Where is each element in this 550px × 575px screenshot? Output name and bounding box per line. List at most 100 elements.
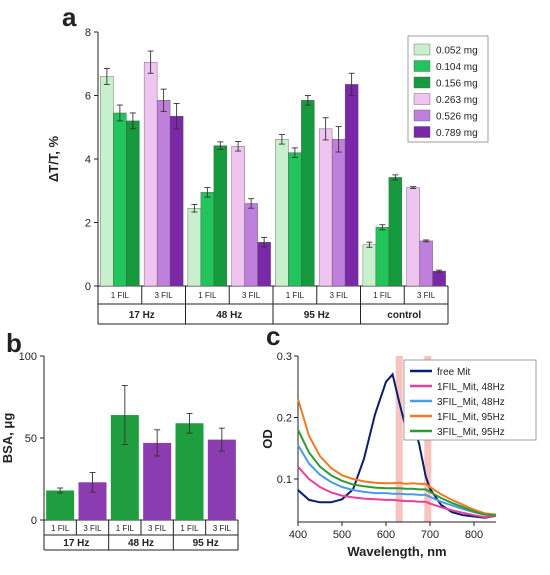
b-subgroup-label: 3 FIL [213,524,232,533]
panel-label-b: b [6,328,22,358]
c-y-axis-label: OD [260,429,275,449]
c-legend-label: 1FIL_Mit, 95Hz [437,412,505,423]
a-bar [169,115,184,287]
a-legend-label: 0.789 mg [436,128,478,139]
a-y-tick-label: 6 [85,91,91,103]
a-legend-swatch [413,43,431,56]
a-group-label: 17 Hz [129,310,155,321]
a-bar [126,120,140,287]
a-legend-swatch [413,76,431,89]
chart-c: 0.1 0.2 0.3 400 500 600 700 800 Wavelength, nm OD… [260,351,537,559]
a-subgroup-label: 3 FIL [242,291,261,300]
a-subgroup-label: 3 FIL [155,291,174,300]
c-legend-label: 3FIL_Mit, 95Hz [437,427,505,438]
a-bar [187,208,202,287]
a-group-label: 95 Hz [304,310,330,321]
a-y-axis-label: ΔT/T, % [46,135,61,182]
a-bar [288,152,302,287]
c-series-line [297,372,497,519]
a-bar [331,139,346,287]
a-bar [375,227,390,287]
a-y-tick-label: 0 [85,281,91,293]
a-subgroup-label: 1 FIL [286,291,305,300]
a-bar [231,146,245,287]
a-group-label: 48 Hz [216,310,242,321]
a-bar [244,203,258,287]
b-group-label: 17 Hz [63,538,89,549]
c-legend-label: free Mit [437,367,471,378]
a-legend-swatch [413,126,431,138]
c-series-line [297,444,496,516]
a-category-table [97,286,449,325]
a-bar [275,139,289,287]
c-x-tick-label: 400 [289,529,307,541]
b-bar [175,423,204,520]
a-bar [419,240,433,287]
c-x-tick-label: 700 [421,529,439,541]
a-bar [143,61,158,287]
c-series-line [297,429,497,517]
a-legend-label: 0.104 mg [436,62,478,73]
c-legend-label: 1FIL_Mit, 48Hz [437,382,505,393]
c-series-line [297,398,497,516]
b-subgroup-label: 1 FIL [180,524,199,533]
b-bar [207,439,236,520]
a-legend-label: 0.156 mg [436,79,478,90]
b-category-table [43,520,239,551]
c-series-line [297,466,497,519]
b-group-label: 95 Hz [193,538,219,549]
c-legend: free Mit 1FIL_Mit, 48Hz 3FIL_Mit, 48Hz 1FIL… [403,359,537,441]
b-y-axis-label: BSA, μg [0,413,15,464]
c-x-axis-label: Wavelength, nm [347,544,446,559]
b-subgroup-label: 3 FIL [83,524,102,533]
a-group-label: control [387,310,421,321]
a-bar [432,270,446,287]
b-subgroup-label: 3 FIL [148,524,167,533]
a-bar [200,192,215,287]
b-group-label: 48 Hz [128,538,154,549]
a-bar [156,100,171,287]
a-y-tick-label: 4 [85,154,91,166]
c-y-tick-label: 0.1 [277,474,292,486]
b-subgroup-label: 1 FIL [116,524,135,533]
c-y-tick-label: 0.3 [277,351,292,363]
a-y-tick-label: 2 [85,218,91,230]
b-y-tick-label: 50 [25,433,37,445]
a-legend: 0.052 mg 0.104 mg 0.156 mg 0.263 mg 0.526 mg… [407,35,489,143]
b-y-tick-label: 0 [31,515,37,527]
a-bar [213,145,228,287]
c-x-tick-label: 500 [333,529,351,541]
b-y-tick-label: 100 [19,351,37,363]
a-y-tick-label: 8 [85,27,91,39]
a-bar [301,100,315,287]
a-legend-swatch [413,109,431,122]
a-legend-label: 0.052 mg [436,46,478,57]
b-bar [46,490,75,520]
a-subgroup-label: 3 FIL [417,291,436,300]
a-bar [318,128,333,287]
panel-label-a: a [62,2,77,32]
panel-label-c: c [266,321,280,351]
a-subgroup-label: 1 FIL [373,291,392,300]
c-highlight-band [395,356,403,522]
a-legend-swatch [413,60,431,72]
a-bar [100,76,114,287]
a-bar [362,244,377,287]
a-legend-label: 0.526 mg [436,112,478,123]
c-y-tick-label: 0.2 [277,412,292,424]
a-legend-label: 0.263 mg [436,95,478,106]
chart-b: 0 50 100 BSA, μg 1 FIL 3 FIL 17 Hz 1 FIL 3 FIL 48… [0,351,239,551]
a-bar [344,84,359,287]
a-subgroup-label: 1 FIL [111,291,130,300]
chart-a: 0 2 4 6 8 ΔT/T, % 1 FIL 3 FIL 17 Hz 1 FIL 3 FIL 48 … [46,27,489,325]
c-x-tick-label: 800 [465,529,483,541]
a-bar [257,241,271,287]
a-bar [406,187,420,287]
c-x-tick-label: 600 [377,529,395,541]
a-subgroup-label: 1 FIL [198,291,217,300]
a-subgroup-label: 3 FIL [330,291,349,300]
a-legend-swatch [413,93,431,105]
a-bar [388,177,403,287]
a-bar [113,112,127,287]
